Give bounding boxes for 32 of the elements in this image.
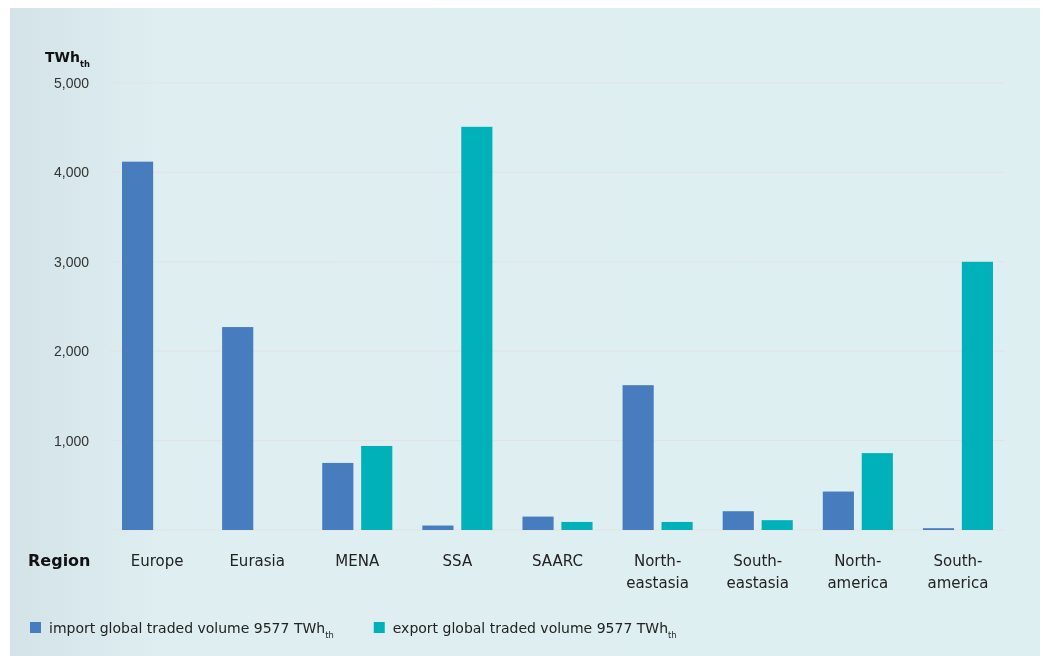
x-axis-title: Region	[28, 551, 91, 570]
x-tick-label: MENA	[335, 552, 380, 570]
x-tick-label: SAARC	[532, 552, 583, 570]
x-tick-label: South-eastasia	[726, 552, 789, 592]
y-tick-label: 5,000	[53, 74, 90, 91]
x-tick-label: Eurasia	[229, 552, 285, 570]
bar	[661, 521, 693, 530]
x-tick-label: North-eastasia	[626, 552, 689, 592]
bar	[622, 385, 654, 530]
x-tick-label: Europe	[130, 552, 184, 570]
bar	[722, 511, 754, 530]
bar	[122, 161, 154, 530]
x-tick-label: SSA	[442, 552, 473, 570]
bar	[822, 491, 854, 530]
x-tick-label: South-america	[927, 552, 989, 592]
y-tick-label: 2,000	[53, 343, 90, 360]
bar	[222, 327, 254, 530]
bar	[461, 126, 493, 530]
bar	[561, 521, 593, 530]
legend-label: export global traded volume 9577 TWh$_{th}$	[392, 620, 677, 640]
bar	[522, 516, 554, 530]
x-tick-label: North-america	[827, 552, 889, 592]
legend-label: import global traded volume 9577 TWh$_{th}$	[49, 620, 334, 640]
y-axis-title: TWh$_{th}$	[45, 49, 90, 69]
bar	[961, 261, 993, 530]
y-tick-label: 4,000	[53, 164, 90, 181]
bar	[761, 520, 793, 530]
bar	[361, 445, 393, 530]
y-tick-label: 1,000	[53, 432, 90, 449]
bar	[322, 462, 354, 530]
bar	[861, 453, 893, 530]
y-tick-label: 3,000	[53, 253, 90, 270]
